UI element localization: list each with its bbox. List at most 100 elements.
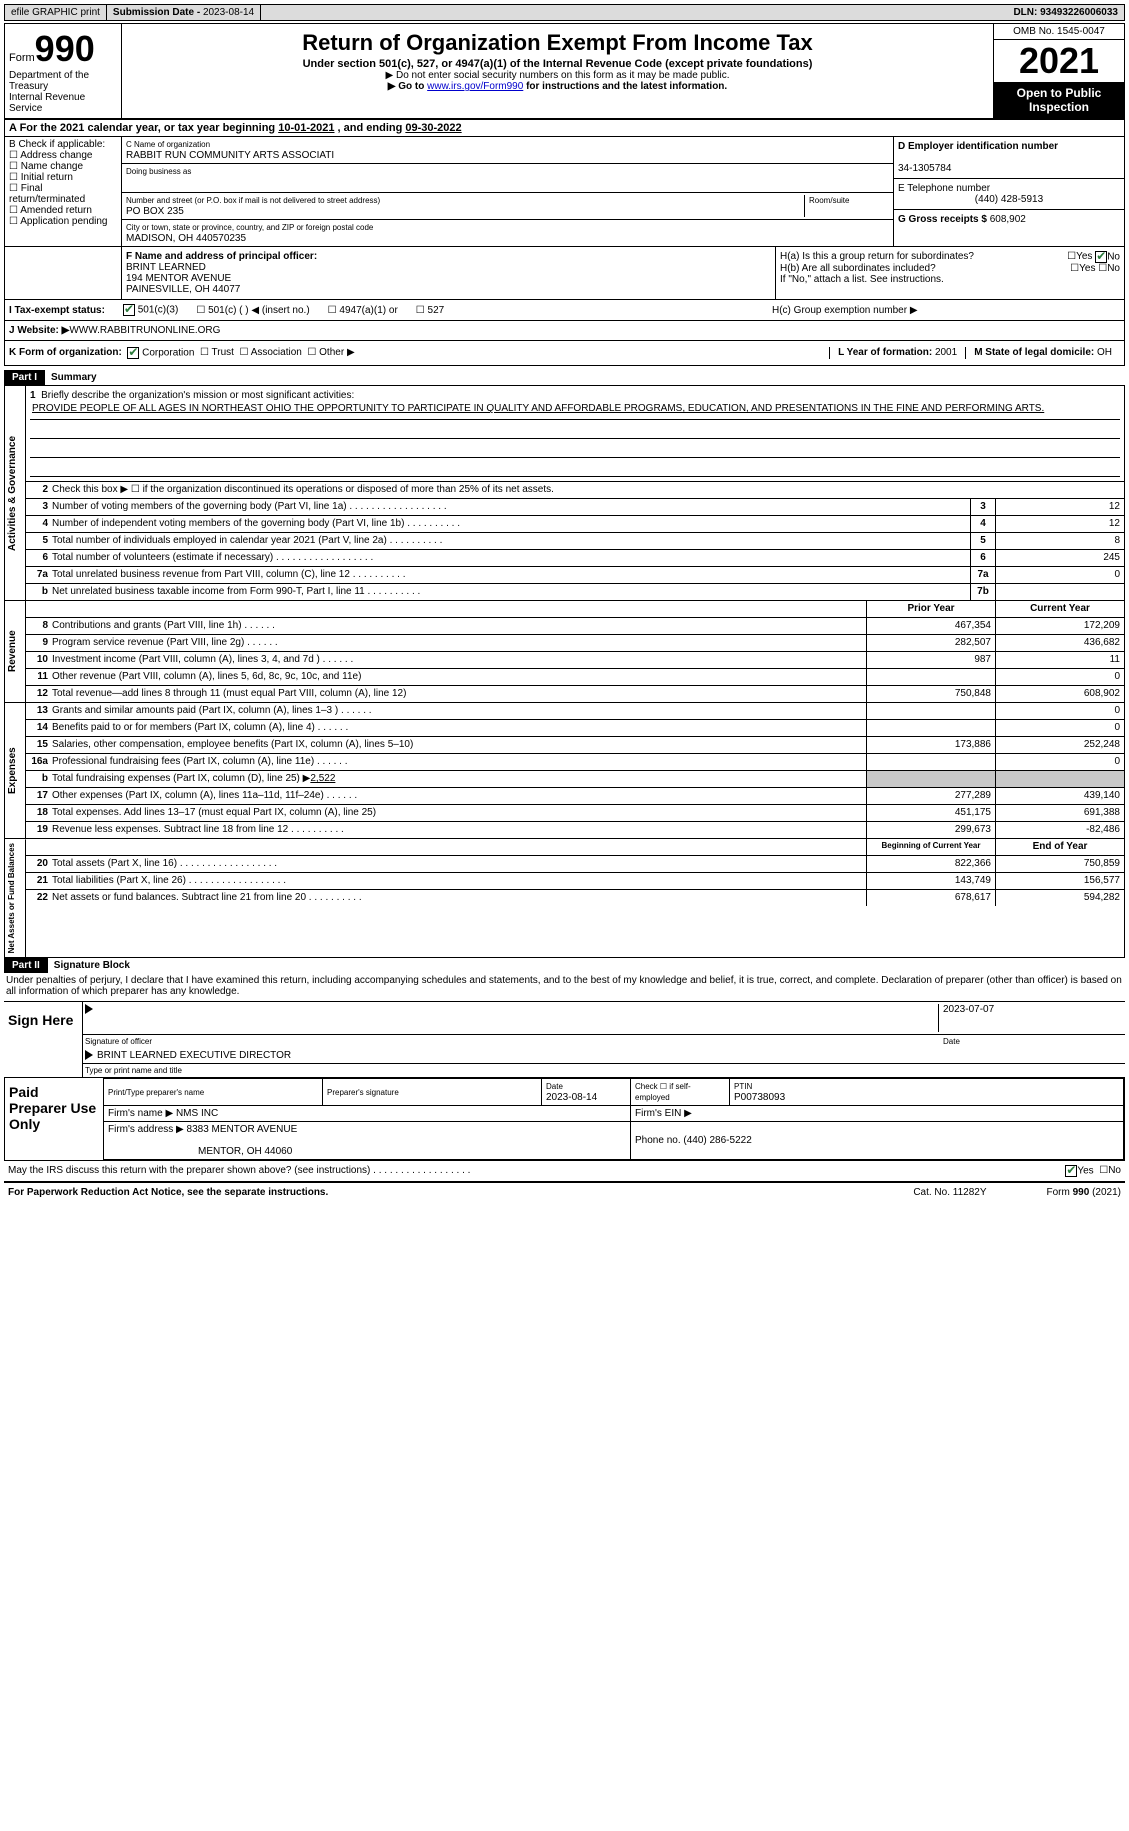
block-fh: F Name and address of principal officer:… (4, 247, 1125, 300)
part1-header: Part ISummary (4, 370, 1125, 385)
year-formation: L Year of formation: 2001 (829, 347, 965, 359)
chk-assoc[interactable]: ☐ Association (240, 347, 302, 359)
efile-print: efile GRAPHIC print (5, 5, 107, 20)
officer-name: BRINT LEARNED EXECUTIVE DIRECTOR (97, 1050, 291, 1061)
state-domicile: M State of legal domicile: OH (965, 347, 1120, 359)
note1: ▶ Do not enter social security numbers o… (126, 70, 989, 81)
line-5: 5Total number of individuals employed in… (26, 532, 1124, 549)
discuss-no[interactable]: ☐No (1099, 1165, 1121, 1177)
prep-ptin: PTINP00738093 (730, 1079, 1124, 1106)
arrow-icon (85, 1050, 93, 1060)
chk-name[interactable]: ☐ Name change (9, 161, 117, 172)
chk-initial[interactable]: ☐ Initial return (9, 172, 117, 183)
line-8: 8Contributions and grants (Part VIII, li… (26, 617, 1124, 634)
sign-date: 2023-07-07 (938, 1004, 1123, 1032)
chk-4947[interactable]: ☐ 4947(a)(1) or (328, 305, 398, 316)
b-label: B Check if applicable: (9, 139, 117, 150)
prep-sig[interactable]: Preparer's signature (323, 1079, 542, 1106)
tab-expenses: Expenses (5, 703, 26, 838)
perjury-declaration: Under penalties of perjury, I declare th… (4, 973, 1125, 999)
h-block: H(a) Is this a group return for subordin… (775, 247, 1124, 299)
org-name: C Name of organizationRABBIT RUN COMMUNI… (122, 137, 893, 164)
ha-no[interactable]: No (1095, 251, 1120, 263)
line-18: 18Total expenses. Add lines 13–17 (must … (26, 804, 1124, 821)
sign-here: Sign Here (4, 1002, 83, 1077)
col-b: B Check if applicable: ☐ Address change … (5, 137, 122, 246)
sign-here-block: Sign Here 2023-07-07 Signature of office… (4, 1001, 1125, 1077)
name-title-label: Type or print name and title (83, 1064, 1125, 1077)
chk-amended[interactable]: ☐ Amended return (9, 205, 117, 216)
h-b: H(b) Are all subordinates included? (780, 263, 1070, 274)
irs-link[interactable]: www.irs.gov/Form990 (427, 81, 523, 92)
row-a: A For the 2021 calendar year, or tax yea… (4, 119, 1125, 137)
line-2: 2Check this box ▶ ☐ if the organization … (26, 481, 1124, 498)
ein: D Employer identification number34-13057… (894, 137, 1124, 179)
na-header: Beginning of Current YearEnd of Year (26, 839, 1124, 855)
firm-phone: Phone no. (440) 286-5222 (631, 1122, 1124, 1160)
subtitle: Under section 501(c), 527, or 4947(a)(1)… (126, 58, 989, 70)
line-13: 13Grants and similar amounts paid (Part … (26, 703, 1124, 719)
line-17: 17Other expenses (Part IX, column (A), l… (26, 787, 1124, 804)
firm-name: Firm's name ▶ NMS INC (104, 1106, 631, 1122)
summary-revenue: Revenue Prior YearCurrent Year 8Contribu… (4, 601, 1125, 703)
line-12: 12Total revenue—add lines 8 through 11 (… (26, 685, 1124, 702)
prep-name: Print/Type preparer's name (104, 1079, 323, 1106)
submission-date: Submission Date - 2023-08-14 (107, 5, 261, 20)
chk-final[interactable]: ☐ Final return/terminated (9, 183, 117, 205)
line-3: 3Number of voting members of the governi… (26, 498, 1124, 515)
officer-signature[interactable] (97, 1004, 938, 1032)
title-block: Return of Organization Exempt From Incom… (122, 24, 994, 118)
chk-address[interactable]: ☐ Address change (9, 150, 117, 161)
chk-corp[interactable]: Corporation (127, 347, 194, 359)
hb-yes[interactable]: ☐Yes (1070, 263, 1095, 274)
officer: F Name and address of principal officer:… (122, 247, 775, 299)
dln: DLN: 93493226006033 (1007, 5, 1124, 20)
line-11: 11Other revenue (Part VIII, column (A), … (26, 668, 1124, 685)
prep-selfemp[interactable]: Check ☐ if self-employed (631, 1079, 730, 1106)
line-7a: 7aTotal unrelated business revenue from … (26, 566, 1124, 583)
chk-527[interactable]: ☐ 527 (416, 305, 444, 316)
line-19: 19Revenue less expenses. Subtract line 1… (26, 821, 1124, 838)
top-bar: efile GRAPHIC print Submission Date - 20… (4, 4, 1125, 21)
row-j: J Website: ▶ WWW.RABBITRUNONLINE.ORG (4, 321, 1125, 341)
summary-activities: Activities & Governance 1 Briefly descri… (4, 385, 1125, 601)
discuss-yes[interactable]: Yes (1065, 1165, 1093, 1177)
chk-pending[interactable]: ☐ Application pending (9, 216, 117, 227)
irs-discuss-row: May the IRS discuss this return with the… (4, 1161, 1125, 1181)
arrow-icon (85, 1004, 93, 1014)
line-15: 15Salaries, other compensation, employee… (26, 736, 1124, 753)
rev-header: Prior YearCurrent Year (26, 601, 1124, 617)
part2-header: Part IISignature Block (4, 958, 1125, 973)
chk-other[interactable]: ☐ Other ▶ (307, 347, 354, 359)
telephone: E Telephone number(440) 428-5913 (894, 179, 1124, 210)
summary-expenses: Expenses 13Grants and similar amounts pa… (4, 703, 1125, 839)
omb: OMB No. 1545-0047 (994, 24, 1124, 40)
ha-yes[interactable]: ☐Yes (1067, 251, 1092, 263)
chk-501c3[interactable]: 501(c)(3) (123, 304, 178, 316)
tab-netassets: Net Assets or Fund Balances (5, 839, 26, 957)
main-header: Form990 Department of the Treasury Inter… (4, 23, 1125, 119)
footer: For Paperwork Reduction Act Notice, see … (4, 1181, 1125, 1202)
gross-receipts: G Gross receipts $ 608,902 (894, 210, 1124, 229)
paid-preparer-label: Paid Preparer Use Only (5, 1078, 103, 1160)
note2: ▶ Go to www.irs.gov/Form990 for instruct… (126, 81, 989, 92)
tab-activities: Activities & Governance (5, 386, 26, 600)
hb-no[interactable]: ☐No (1098, 263, 1120, 274)
col-d: D Employer identification number34-13057… (893, 137, 1124, 246)
chk-501c[interactable]: ☐ 501(c) ( ) ◀ (insert no.) (196, 305, 309, 316)
line-10: 10Investment income (Part VIII, column (… (26, 651, 1124, 668)
line-1: 1 Briefly describe the organization's mi… (26, 386, 1124, 481)
tab-revenue: Revenue (5, 601, 26, 702)
chk-trust[interactable]: ☐ Trust (200, 347, 234, 359)
row-klm: K Form of organization: Corporation ☐ Tr… (4, 341, 1125, 366)
dba: Doing business as (122, 164, 893, 193)
prep-date: Date2023-08-14 (542, 1079, 631, 1106)
h-a: H(a) Is this a group return for subordin… (780, 251, 1067, 263)
public-inspection: Open to Public Inspection (994, 82, 1124, 118)
row-i: I Tax-exempt status: 501(c)(3) ☐ 501(c) … (4, 300, 1125, 321)
h-c: H(c) Group exemption number ▶ (772, 305, 1112, 316)
tax-year: 2021 (994, 40, 1124, 82)
website-link[interactable]: WWW.RABBITRUNONLINE.ORG (69, 325, 220, 336)
city: City or town, state or province, country… (122, 220, 893, 246)
line-14: 14Benefits paid to or for members (Part … (26, 719, 1124, 736)
